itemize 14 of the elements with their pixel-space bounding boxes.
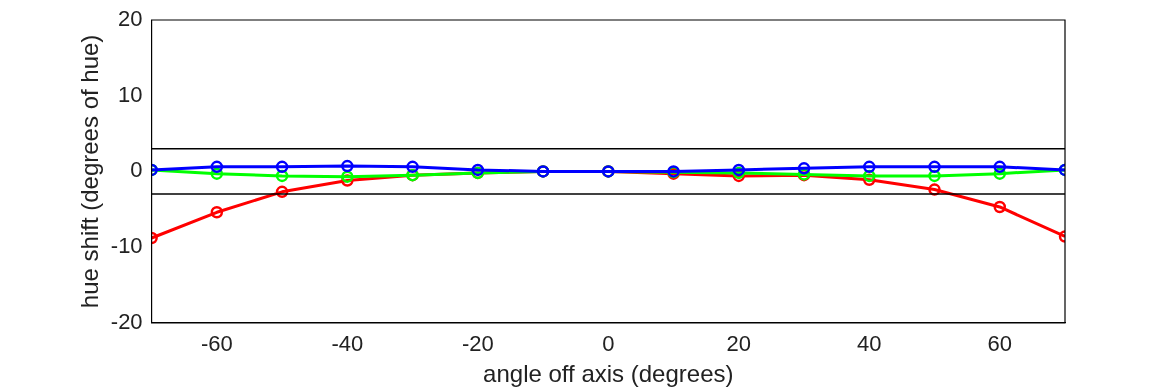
y-tick-label: 10 — [118, 81, 143, 107]
y-axis-title: hue shift (degrees of hue) — [76, 34, 104, 309]
x-tick-label: -20 — [461, 331, 494, 357]
x-tick-label: 20 — [726, 331, 752, 357]
x-tick-label: -40 — [331, 331, 364, 357]
x-tick-label: -60 — [200, 331, 233, 357]
x-tick-label: 40 — [857, 331, 882, 357]
x-tick-label: 0 — [602, 331, 615, 357]
y-tick-label: -20 — [110, 308, 143, 334]
y-tick-label: 20 — [118, 6, 143, 32]
y-tick-label: -10 — [110, 233, 143, 259]
x-tick-label: 60 — [987, 331, 1012, 357]
x-axis-title: angle off axis (degrees) — [483, 360, 734, 388]
y-tick-label: 0 — [130, 157, 143, 183]
